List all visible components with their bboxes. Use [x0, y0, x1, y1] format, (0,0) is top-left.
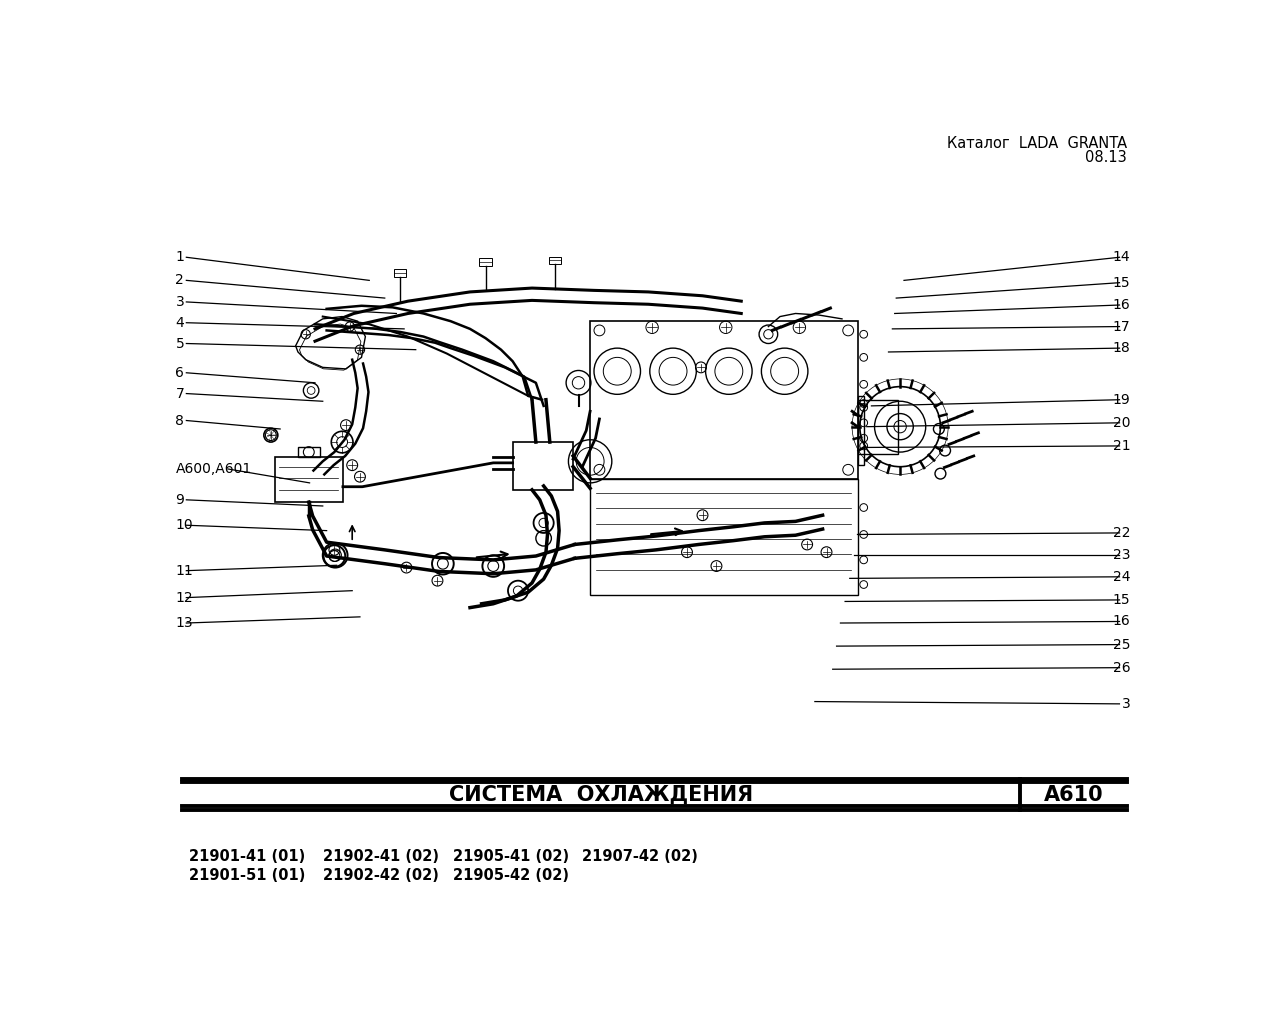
Text: 21: 21: [1112, 439, 1130, 453]
Text: 08.13: 08.13: [1085, 150, 1128, 165]
Text: 3: 3: [175, 295, 184, 309]
Text: 15: 15: [1112, 276, 1130, 290]
Text: 6: 6: [175, 366, 184, 380]
Bar: [858, 399, 897, 453]
Text: 5: 5: [175, 337, 184, 350]
Text: 15: 15: [1112, 593, 1130, 606]
Text: 22: 22: [1112, 526, 1130, 540]
Text: 24: 24: [1112, 570, 1130, 584]
Bar: [394, 269, 407, 277]
Text: 21901-41 (01): 21901-41 (01): [189, 849, 306, 865]
Text: 14: 14: [1112, 250, 1130, 264]
Text: 2: 2: [175, 274, 184, 287]
Text: 19: 19: [1112, 393, 1130, 406]
Text: 21902-41 (02): 21902-41 (02): [323, 849, 439, 865]
Bar: [275, 457, 343, 502]
Text: Каталог  LADA  GRANTA: Каталог LADA GRANTA: [947, 137, 1128, 151]
Text: 23: 23: [1112, 548, 1130, 563]
Text: 21901-51 (01): 21901-51 (01): [189, 868, 306, 883]
Text: 7: 7: [175, 387, 184, 400]
Text: 16: 16: [1112, 298, 1130, 312]
Text: 20: 20: [1112, 416, 1130, 430]
Text: 9: 9: [175, 493, 184, 506]
Text: А600,А601: А600,А601: [175, 463, 252, 476]
Text: 13: 13: [175, 616, 193, 630]
Bar: [512, 442, 573, 490]
Text: 10: 10: [175, 519, 193, 532]
Bar: [298, 447, 320, 457]
Text: 3: 3: [1121, 697, 1130, 711]
Bar: [549, 256, 562, 264]
Text: 11: 11: [175, 564, 193, 578]
Text: 21907-42 (02): 21907-42 (02): [582, 849, 699, 865]
Text: 17: 17: [1112, 320, 1130, 334]
Text: СИСТЕМА  ОХЛАЖДЕНИЯ: СИСТЕМА ОХЛАЖДЕНИЯ: [449, 785, 753, 806]
Text: 8: 8: [175, 414, 184, 428]
Text: 16: 16: [1112, 615, 1130, 629]
Text: 21905-41 (02): 21905-41 (02): [453, 849, 570, 865]
Text: 21902-42 (02): 21902-42 (02): [323, 868, 439, 883]
Text: 18: 18: [1112, 341, 1130, 355]
Text: 21905-42 (02): 21905-42 (02): [453, 868, 568, 883]
Bar: [590, 479, 858, 594]
Text: 4: 4: [175, 315, 184, 330]
Text: А610: А610: [1044, 785, 1103, 806]
Text: 26: 26: [1112, 661, 1130, 675]
Text: 12: 12: [175, 590, 193, 604]
Text: 1: 1: [175, 250, 184, 264]
Bar: [479, 258, 492, 265]
Text: 25: 25: [1112, 637, 1130, 651]
Bar: [590, 322, 858, 479]
